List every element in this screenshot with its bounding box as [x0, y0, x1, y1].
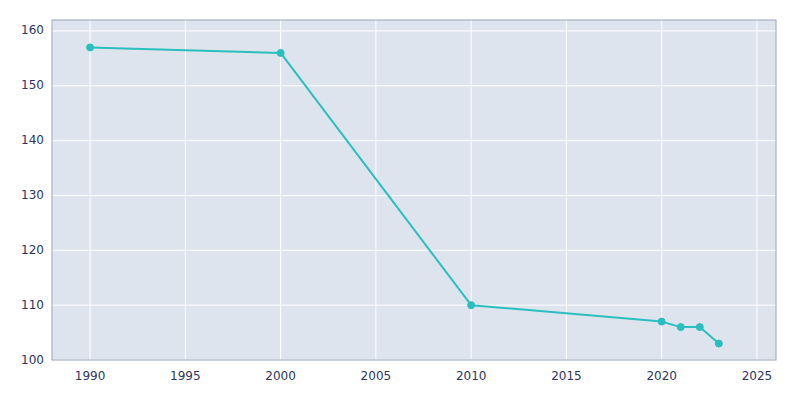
x-tick-label: 1995	[170, 369, 201, 383]
grid-line-x	[185, 20, 186, 360]
point	[715, 340, 722, 347]
grid-line-x	[375, 20, 376, 360]
grid-line-x	[566, 20, 567, 360]
plot-background	[52, 20, 776, 360]
point	[658, 318, 665, 325]
y-tick-label: 110	[21, 298, 44, 312]
y-tick-label: 100	[21, 353, 44, 367]
grid-line-x	[90, 20, 91, 360]
point	[468, 302, 475, 309]
x-tick-label: 2020	[646, 369, 677, 383]
y-tick-label: 160	[21, 23, 44, 37]
axes: 100 110 120 130 140 150 160 1990 1995 2000 2005 201…	[21, 23, 772, 383]
grid-line-x	[280, 20, 281, 360]
point	[696, 324, 703, 331]
y-tick-label: 120	[21, 243, 44, 257]
grid	[52, 20, 776, 360]
grid-line-x	[756, 20, 757, 360]
grid-line-x	[661, 20, 662, 360]
y-tick-label: 150	[21, 78, 44, 92]
grid-line-y	[52, 250, 776, 251]
point	[677, 324, 684, 331]
x-tick-label: 2005	[361, 369, 392, 383]
chart-svg: 100 110 120 130 140 150 160 1990 1995 2000 2005 201…	[0, 0, 800, 400]
grid-line-y	[52, 30, 776, 31]
y-tick-label: 140	[21, 133, 44, 147]
x-tick-label: 2000	[265, 369, 296, 383]
point	[87, 44, 94, 51]
plot-frame	[52, 20, 776, 360]
x-tick-label: 2010	[456, 369, 487, 383]
grid-line-y	[52, 305, 776, 306]
line	[90, 47, 719, 343]
x-tick-label: 2015	[551, 369, 582, 383]
grid-line-y	[52, 85, 776, 86]
x-tick-label: 1990	[75, 369, 106, 383]
y-tick-label: 130	[21, 188, 44, 202]
data-layer	[87, 44, 723, 347]
point	[277, 49, 284, 56]
grid-line-y	[52, 195, 776, 196]
x-tick-label: 2025	[742, 369, 773, 383]
chart-container: 100 110 120 130 140 150 160 1990 1995 2000 2005 201…	[0, 0, 800, 400]
grid-line-y	[52, 140, 776, 141]
